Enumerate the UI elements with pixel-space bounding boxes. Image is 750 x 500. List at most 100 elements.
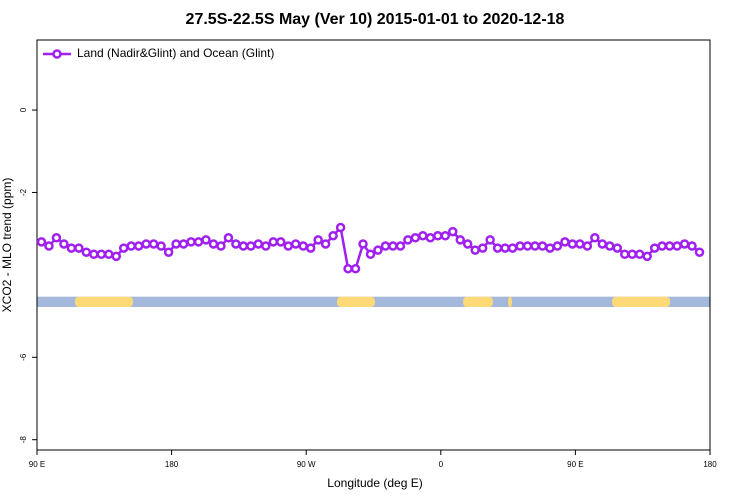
point bbox=[485, 235, 495, 245]
point bbox=[350, 263, 361, 274]
x-tick-label: 90 E bbox=[567, 460, 583, 469]
y-tick-label: -6 bbox=[19, 353, 28, 361]
point bbox=[590, 233, 600, 243]
point bbox=[111, 251, 122, 262]
point bbox=[642, 251, 652, 262]
land-span bbox=[74, 296, 134, 308]
point bbox=[283, 241, 294, 251]
point bbox=[567, 239, 578, 249]
y-tick-label: -2 bbox=[19, 188, 28, 196]
y-tick-label: 0 bbox=[19, 107, 28, 112]
legend-marker bbox=[52, 49, 62, 59]
point bbox=[163, 247, 174, 257]
point bbox=[141, 239, 151, 249]
point bbox=[418, 230, 428, 241]
point bbox=[455, 235, 465, 245]
point bbox=[560, 237, 570, 247]
point bbox=[156, 241, 166, 251]
point bbox=[276, 237, 286, 247]
x-tick-label: 90 E bbox=[29, 460, 45, 469]
point bbox=[440, 230, 451, 241]
point bbox=[201, 235, 211, 245]
point bbox=[253, 239, 264, 249]
point bbox=[664, 241, 675, 251]
point bbox=[193, 237, 204, 247]
point bbox=[59, 239, 69, 249]
point bbox=[74, 243, 84, 253]
point bbox=[403, 235, 413, 245]
point bbox=[96, 249, 107, 260]
point bbox=[365, 249, 376, 260]
point bbox=[126, 241, 136, 251]
point bbox=[133, 241, 144, 251]
point bbox=[477, 243, 488, 253]
point bbox=[178, 239, 189, 249]
point bbox=[36, 237, 47, 247]
point bbox=[171, 239, 181, 249]
point bbox=[388, 241, 398, 251]
point bbox=[208, 239, 219, 249]
point bbox=[44, 241, 54, 251]
point bbox=[216, 241, 226, 251]
point bbox=[320, 239, 331, 249]
y-axis-label: XCO2 - MLO trend (ppm) bbox=[0, 178, 14, 313]
point bbox=[694, 247, 705, 257]
point bbox=[425, 233, 436, 243]
point bbox=[89, 249, 99, 260]
point bbox=[545, 243, 555, 253]
point bbox=[238, 241, 249, 251]
point bbox=[672, 241, 682, 251]
point bbox=[634, 249, 645, 260]
plot-frame bbox=[36, 39, 711, 451]
point bbox=[448, 226, 458, 237]
point bbox=[328, 230, 338, 241]
point bbox=[507, 243, 518, 253]
point bbox=[358, 239, 368, 249]
point bbox=[246, 241, 256, 251]
point bbox=[627, 249, 637, 260]
point bbox=[537, 241, 548, 251]
land-span bbox=[337, 296, 375, 308]
point bbox=[649, 243, 660, 253]
point bbox=[335, 222, 346, 233]
point bbox=[433, 230, 443, 241]
land-span bbox=[463, 296, 493, 308]
point bbox=[66, 243, 77, 253]
point bbox=[582, 241, 593, 251]
point bbox=[500, 243, 510, 253]
point bbox=[380, 241, 391, 251]
land-span bbox=[508, 296, 512, 308]
point bbox=[575, 239, 585, 249]
point bbox=[612, 243, 623, 253]
point bbox=[470, 245, 480, 255]
point bbox=[410, 233, 421, 243]
point bbox=[620, 249, 630, 260]
x-tick-label: 0 bbox=[439, 460, 444, 469]
x-tick-label: 180 bbox=[165, 460, 179, 469]
point bbox=[118, 243, 129, 253]
y-tick-label: -8 bbox=[19, 436, 28, 444]
point bbox=[597, 239, 608, 249]
point bbox=[679, 239, 690, 249]
legend-label: Land (Nadir&Glint) and Ocean (Glint) bbox=[77, 46, 274, 60]
point bbox=[462, 239, 473, 249]
point bbox=[515, 241, 525, 251]
point bbox=[290, 239, 301, 249]
land-span bbox=[612, 296, 671, 308]
point bbox=[343, 263, 353, 274]
x-tick-label: 90 W bbox=[297, 460, 316, 469]
point bbox=[81, 247, 92, 257]
point bbox=[231, 239, 241, 249]
point bbox=[552, 241, 563, 251]
point bbox=[186, 237, 196, 247]
point bbox=[313, 235, 323, 245]
point bbox=[605, 241, 615, 251]
point bbox=[223, 233, 234, 243]
point bbox=[395, 241, 406, 251]
point bbox=[373, 245, 383, 255]
point bbox=[268, 237, 279, 247]
point bbox=[51, 233, 62, 243]
point bbox=[522, 241, 533, 251]
point bbox=[298, 241, 308, 251]
point bbox=[148, 239, 159, 249]
